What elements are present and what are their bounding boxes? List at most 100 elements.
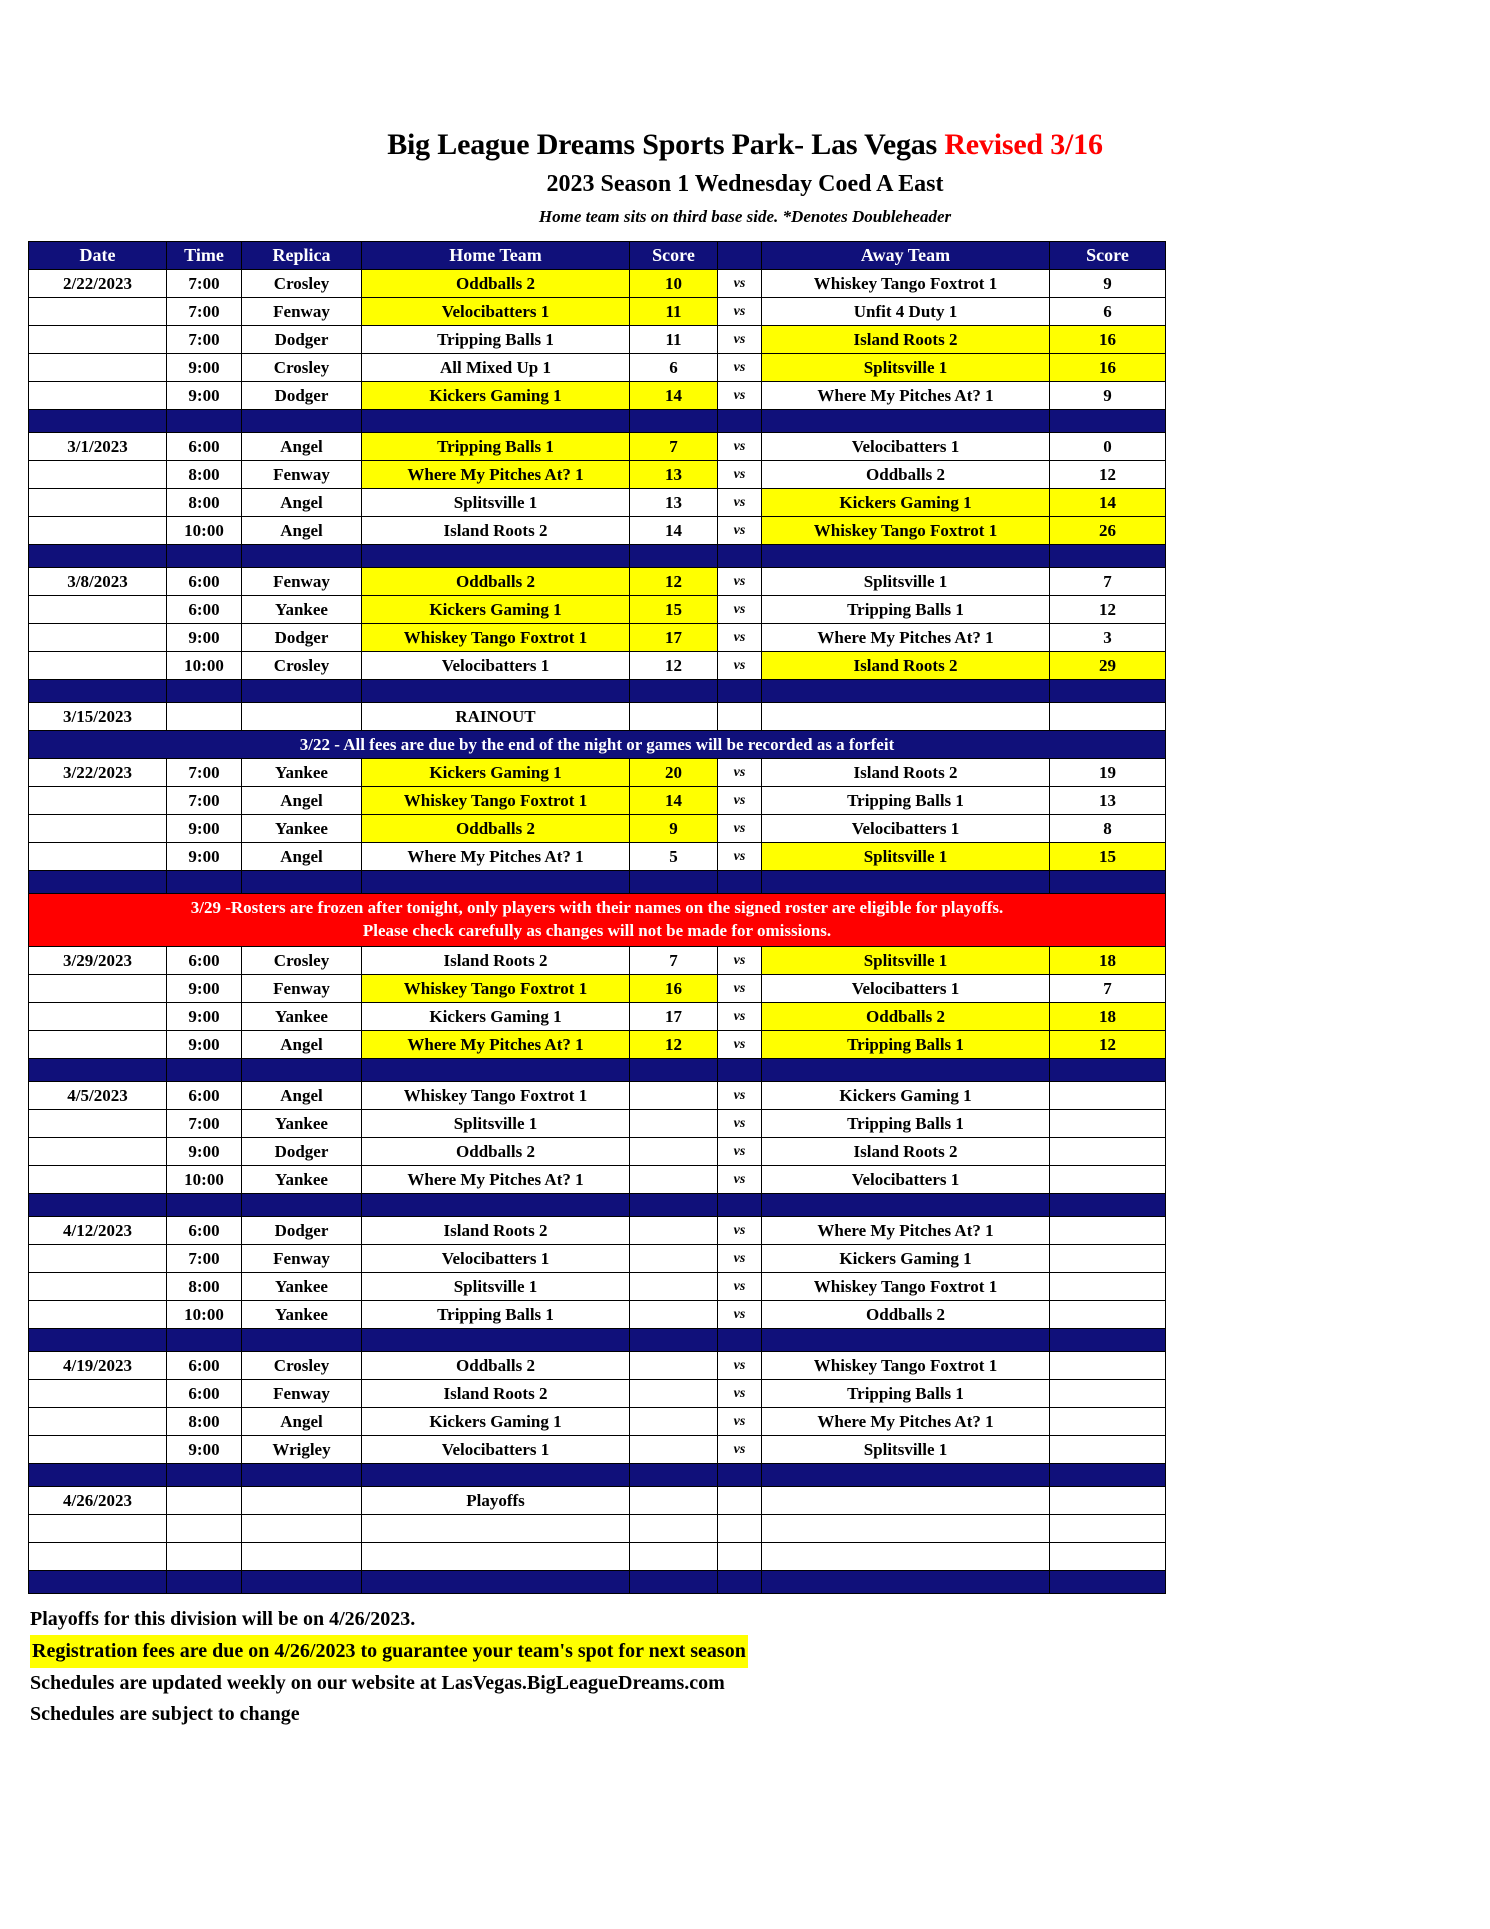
separator-cell: [28, 1570, 167, 1595]
cell-home-team: Island Roots 2: [361, 516, 630, 546]
separator-cell: [629, 870, 718, 895]
cell-time: 6:00: [166, 1379, 242, 1409]
cell-date: [28, 1002, 167, 1032]
cell-time: 9:00: [166, 842, 242, 872]
cell-home-score: 20: [629, 758, 718, 788]
table-row: 3/22/2023 7:00 Yankee Kickers Gaming 1 20 vs I…: [28, 758, 1166, 788]
col-header-away-score: Score: [1049, 241, 1166, 271]
cell-date: [28, 297, 167, 327]
separator-cell: [166, 1570, 242, 1595]
cell-vs: vs: [717, 1379, 762, 1409]
footer-notes: Playoffs for this division will be on 4/…: [0, 1604, 1490, 1730]
cell-home-team: Tripping Balls 1: [361, 432, 630, 462]
cell-away-team: [761, 1514, 1050, 1544]
separator-cell: [361, 544, 630, 569]
cell-away-score: [1049, 1379, 1166, 1409]
separator-cell: [166, 544, 242, 569]
cell-date: 4/19/2023: [28, 1351, 167, 1381]
week-separator-row: [28, 1058, 1166, 1083]
cell-away-score: 18: [1049, 946, 1166, 976]
cell-time: 7:00: [166, 758, 242, 788]
separator-cell: [629, 1058, 718, 1083]
cell-home-score: [629, 702, 718, 732]
separator-cell: [241, 679, 362, 704]
cell-away-score: [1049, 1407, 1166, 1437]
cell-time: 7:00: [166, 325, 242, 355]
separator-cell: [717, 870, 762, 895]
cell-vs: vs: [717, 1216, 762, 1246]
cell-away-team: Where My Pitches At? 1: [761, 381, 1050, 411]
cell-home-team: Velocibatters 1: [361, 297, 630, 327]
footer-line: Registration fees are due on 4/26/2023 t…: [30, 1635, 748, 1669]
table-row: 4/5/2023 6:00 Angel Whiskey Tango Foxtrot 1…: [28, 1081, 1166, 1111]
cell-time: 8:00: [166, 1272, 242, 1302]
cell-vs: vs: [717, 353, 762, 383]
cell-home-team: Where My Pitches At? 1: [361, 1165, 630, 1195]
cell-vs: vs: [717, 1081, 762, 1111]
cell-away-team: Tripping Balls 1: [761, 1030, 1050, 1060]
table-row: 9:00 Dodger Kickers Gaming 1 14 vs Where My P…: [28, 381, 1166, 411]
separator-cell: [1049, 1328, 1166, 1353]
cell-replica: Angel: [241, 516, 362, 546]
cell-home-score: 13: [629, 460, 718, 490]
cell-replica: [241, 1514, 362, 1544]
cell-away-team: Where My Pitches At? 1: [761, 1407, 1050, 1437]
cell-date: [28, 595, 167, 625]
cell-replica: Wrigley: [241, 1435, 362, 1465]
cell-vs: vs: [717, 1109, 762, 1139]
page-subtitle: 2023 Season 1 Wednesday Coed A East: [546, 170, 944, 197]
cell-home-team: RAINOUT: [361, 702, 630, 732]
week-separator-row: [28, 1328, 1166, 1353]
cell-home-score: [629, 1272, 718, 1302]
week-separator-row: [28, 1193, 1166, 1218]
separator-cell: [761, 1570, 1050, 1595]
separator-cell: [717, 544, 762, 569]
cell-home-team: Whiskey Tango Foxtrot 1: [361, 1081, 630, 1111]
separator-cell: [361, 1570, 630, 1595]
separator-cell: [1049, 409, 1166, 434]
cell-replica: Yankee: [241, 1002, 362, 1032]
separator-cell: [761, 409, 1050, 434]
table-row: 9:00 Dodger Whiskey Tango Foxtrot 1 17 vs Whe…: [28, 623, 1166, 653]
cell-vs: vs: [717, 1272, 762, 1302]
week-separator-row: [28, 409, 1166, 434]
cell-away-team: Island Roots 2: [761, 1137, 1050, 1167]
cell-date: [28, 1030, 167, 1060]
cell-date: [28, 814, 167, 844]
separator-cell: [1049, 1193, 1166, 1218]
cell-date: [28, 381, 167, 411]
cell-replica: Dodger: [241, 623, 362, 653]
cell-replica: Yankee: [241, 595, 362, 625]
cell-replica: Yankee: [241, 1272, 362, 1302]
cell-replica: [241, 1542, 362, 1572]
table-row: 8:00 Angel Splitsville 1 13 vs Kickers Gaming…: [28, 488, 1166, 518]
cell-away-score: 7: [1049, 974, 1166, 1004]
cell-away-score: 19: [1049, 758, 1166, 788]
cell-vs: [717, 702, 762, 732]
cell-away-score: 8: [1049, 814, 1166, 844]
cell-replica: Angel: [241, 488, 362, 518]
cell-replica: Fenway: [241, 567, 362, 597]
cell-home-team: Oddballs 2: [361, 814, 630, 844]
table-row: 3/15/2023 RAINOUT: [28, 702, 1166, 732]
cell-home-score: [629, 1542, 718, 1572]
table-row: 9:00 Angel Where My Pitches At? 1 5 vs Splits…: [28, 842, 1166, 872]
cell-home-team: All Mixed Up 1: [361, 353, 630, 383]
cell-vs: vs: [717, 488, 762, 518]
separator-cell: [1049, 679, 1166, 704]
table-row: 10:00 Yankee Where My Pitches At? 1 vs Veloc…: [28, 1165, 1166, 1195]
separator-cell: [361, 1463, 630, 1488]
separator-cell: [717, 1058, 762, 1083]
cell-replica: Angel: [241, 1407, 362, 1437]
cell-home-team: Oddballs 2: [361, 567, 630, 597]
cell-away-team: Where My Pitches At? 1: [761, 1216, 1050, 1246]
cell-date: [28, 353, 167, 383]
table-row: 8:00 Fenway Where My Pitches At? 1 13 vs Oddb…: [28, 460, 1166, 490]
cell-time: 7:00: [166, 269, 242, 299]
cell-time: 6:00: [166, 1351, 242, 1381]
separator-cell: [761, 544, 1050, 569]
cell-time: [166, 1486, 242, 1516]
cell-time: 7:00: [166, 297, 242, 327]
table-row: 10:00 Angel Island Roots 2 14 vs Whiskey Tang…: [28, 516, 1166, 546]
